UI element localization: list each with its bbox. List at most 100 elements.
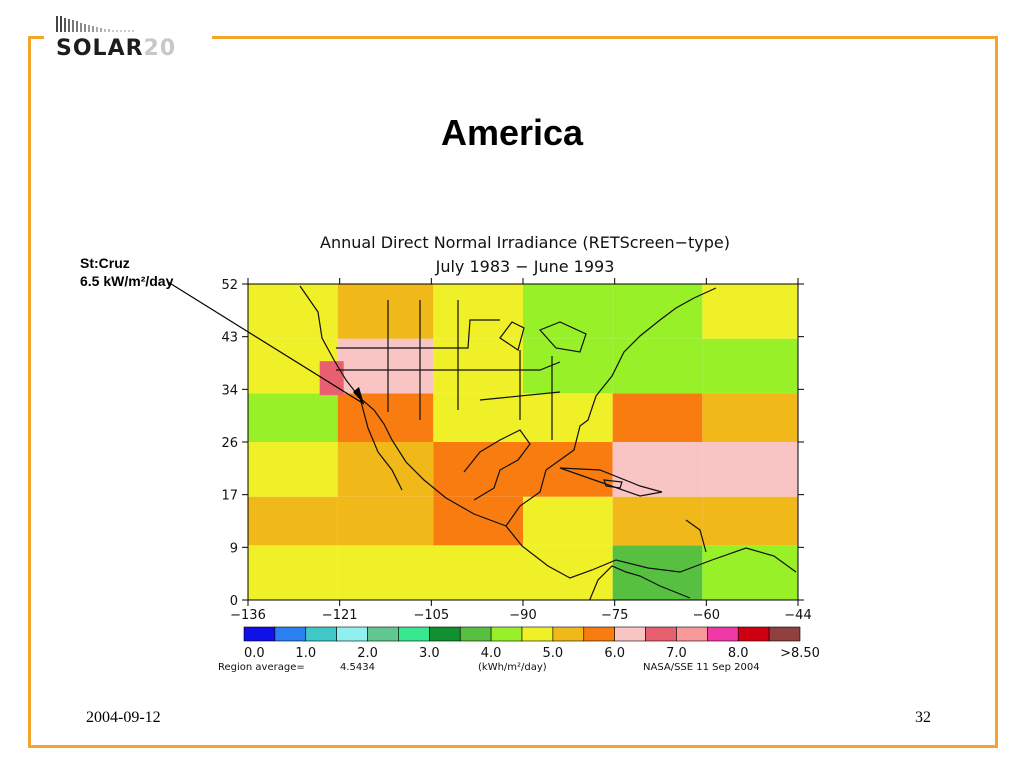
legend-tick-label: 7.0 [666,646,687,661]
logo-bars-icon [56,16,134,32]
legend-swatch [398,626,430,642]
callout-leader-line [167,281,365,405]
callout-arrow-icon [353,387,364,404]
slide-title: America [440,112,584,153]
y-tick-label: 52 [221,278,238,293]
legend-swatch [676,626,708,642]
legend-swatch [459,626,492,642]
heatmap-cell [612,393,703,442]
heatmap-cell [702,338,798,394]
callout-label: St:Cruz 6.5 kW/m²/day [80,254,173,290]
legend-swatch [243,626,276,642]
x-axis-ticks: −136 −121 −105 −90 −75 −60 −44 [230,278,812,623]
legend-tick-label: >8.50 [780,646,820,661]
heatmap-cell [523,442,613,497]
heatmap-cell [337,545,523,600]
heatmap-cell [702,545,798,600]
legend-tick-label: 8.0 [728,646,749,661]
x-tick-label: −44 [784,608,811,623]
legend-swatch [274,626,307,642]
page-number: 32 [915,709,931,726]
color-legend: 0.0 1.0 2.0 3.0 4.0 5.0 6.0 7.0 8.0 >8.50 [243,626,820,661]
footer-date: 2004-09-12 [86,709,161,726]
region-average-value: 4.5434 [340,662,375,673]
legend-swatch [367,626,399,642]
region-average-label: Region average= [218,662,305,673]
x-tick-label: −90 [509,608,536,623]
heatmap-cell [612,338,703,394]
heatmap-cell [702,393,798,442]
heatmap-cell [337,496,434,546]
y-tick-label: 34 [221,383,238,398]
legend-tick-label: 2.0 [357,646,378,661]
y-tick-label: 17 [221,489,238,504]
y-tick-label: 26 [221,436,238,451]
heatmap-cell [433,496,523,546]
heatmap-cell [433,284,523,339]
heatmap-cell [248,393,338,442]
x-tick-label: −60 [693,608,720,623]
legend-swatch [336,626,368,642]
legend-swatch [429,626,461,642]
heatmap-cell [337,393,434,442]
legend-tick-label: 3.0 [419,646,440,661]
heatmap-cell [433,393,523,442]
logo-word: SOLAR [56,36,144,61]
frame-top-left [28,36,44,39]
callout-line-2: 6.5 kW/m²/day [80,273,174,289]
logo-number: 20 [143,36,177,61]
legend-swatch [521,626,554,642]
frame-bottom [28,745,998,748]
legend-swatch [645,626,677,642]
heatmap-cell [337,338,434,394]
heatmap-cell [248,442,338,497]
heatmap-cells [248,284,798,600]
legend-swatch [614,626,646,642]
legend-tick-label: 6.0 [604,646,625,661]
solar20-logo: SOLAR20 [56,14,206,62]
heatmap-cell [612,442,703,497]
legend-tick-label: 0.0 [244,646,265,661]
frame-right [995,36,998,748]
chart-title: Annual Direct Normal Irradiance (RETScre… [320,233,730,252]
heatmap-cell [523,338,613,394]
heatmap-cell [433,338,523,394]
legend-swatch [737,626,770,642]
legend-swatch [768,626,801,642]
heatmap-cell [523,284,613,339]
y-axis-ticks: 52 43 34 26 17 9 0 [221,278,804,609]
y-tick-label: 43 [221,331,238,346]
heatmap-cell [702,284,798,339]
legend-swatch [490,626,523,642]
legend-tick-label: 5.0 [543,646,564,661]
units-label: (kWh/m²/day) [478,662,547,673]
coastline-outlines [299,285,797,600]
legend-tick-label: 1.0 [295,646,316,661]
frame-left [28,36,31,748]
y-tick-label: 0 [230,594,238,609]
heatmap-cell [433,442,523,497]
heatmap-cell [523,545,613,600]
heatmap-cell [612,496,703,546]
heatmap-cell [523,393,613,442]
x-tick-label: −105 [413,608,449,623]
source-label: NASA/SSE 11 Sep 2004 [643,662,760,673]
y-tick-label: 9 [230,541,238,556]
legend-swatch [305,626,337,642]
frame-top-right [212,36,998,39]
x-tick-label: −75 [601,608,628,623]
heatmap-cell [612,284,703,339]
x-tick-label: −136 [230,608,266,623]
legend-swatch [552,626,585,642]
heatmap-cell [702,442,798,497]
heatmap-cell [248,284,338,339]
heatmap-cell [248,545,338,600]
callout-line-1: St:Cruz [80,255,130,271]
heatmap-cell [248,496,338,546]
heatmap-cell [523,496,613,546]
legend-tick-label: 4.0 [481,646,502,661]
x-tick-label: −121 [322,608,358,623]
heatmap-cell [337,284,434,339]
heatmap-cell [337,442,434,497]
